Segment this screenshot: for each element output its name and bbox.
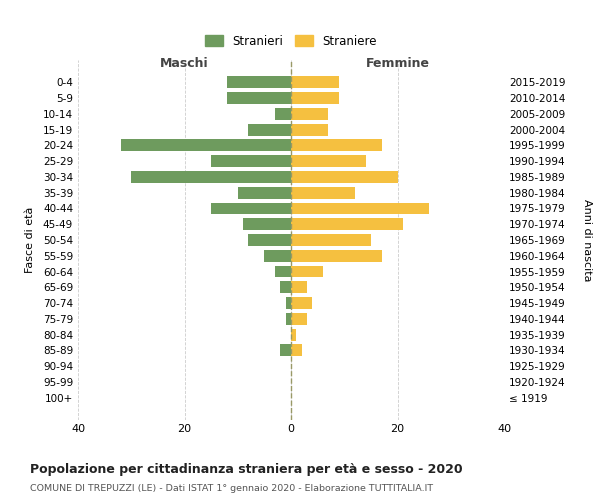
Bar <box>291 218 403 230</box>
Bar <box>291 76 339 88</box>
Bar <box>291 155 365 167</box>
Bar <box>291 282 307 293</box>
Bar <box>227 76 291 88</box>
Bar <box>275 266 291 278</box>
Legend: Stranieri, Straniere: Stranieri, Straniere <box>200 30 382 52</box>
Bar <box>291 92 339 104</box>
Bar <box>280 344 291 356</box>
Bar <box>286 297 291 309</box>
Bar <box>243 218 291 230</box>
Bar <box>280 282 291 293</box>
Text: Femmine: Femmine <box>365 56 430 70</box>
Y-axis label: Fasce di età: Fasce di età <box>25 207 35 273</box>
Bar <box>291 313 307 325</box>
Text: Maschi: Maschi <box>160 56 209 70</box>
Bar <box>291 266 323 278</box>
Bar <box>291 250 382 262</box>
Bar <box>291 202 430 214</box>
Bar <box>211 202 291 214</box>
Bar <box>291 124 328 136</box>
Bar <box>291 171 398 183</box>
Bar <box>238 187 291 198</box>
Text: COMUNE DI TREPUZZI (LE) - Dati ISTAT 1° gennaio 2020 - Elaborazione TUTTITALIA.I: COMUNE DI TREPUZZI (LE) - Dati ISTAT 1° … <box>30 484 433 493</box>
Text: Popolazione per cittadinanza straniera per età e sesso - 2020: Popolazione per cittadinanza straniera p… <box>30 462 463 475</box>
Bar <box>291 108 328 120</box>
Bar <box>227 92 291 104</box>
Y-axis label: Anni di nascita: Anni di nascita <box>582 198 592 281</box>
Bar <box>291 234 371 246</box>
Bar <box>291 344 302 356</box>
Bar <box>248 234 291 246</box>
Bar <box>286 313 291 325</box>
Bar <box>211 155 291 167</box>
Bar <box>121 140 291 151</box>
Bar <box>291 140 382 151</box>
Bar <box>275 108 291 120</box>
Bar <box>291 328 296 340</box>
Bar <box>291 187 355 198</box>
Bar <box>265 250 291 262</box>
Bar <box>291 297 313 309</box>
Bar <box>248 124 291 136</box>
Bar <box>131 171 291 183</box>
